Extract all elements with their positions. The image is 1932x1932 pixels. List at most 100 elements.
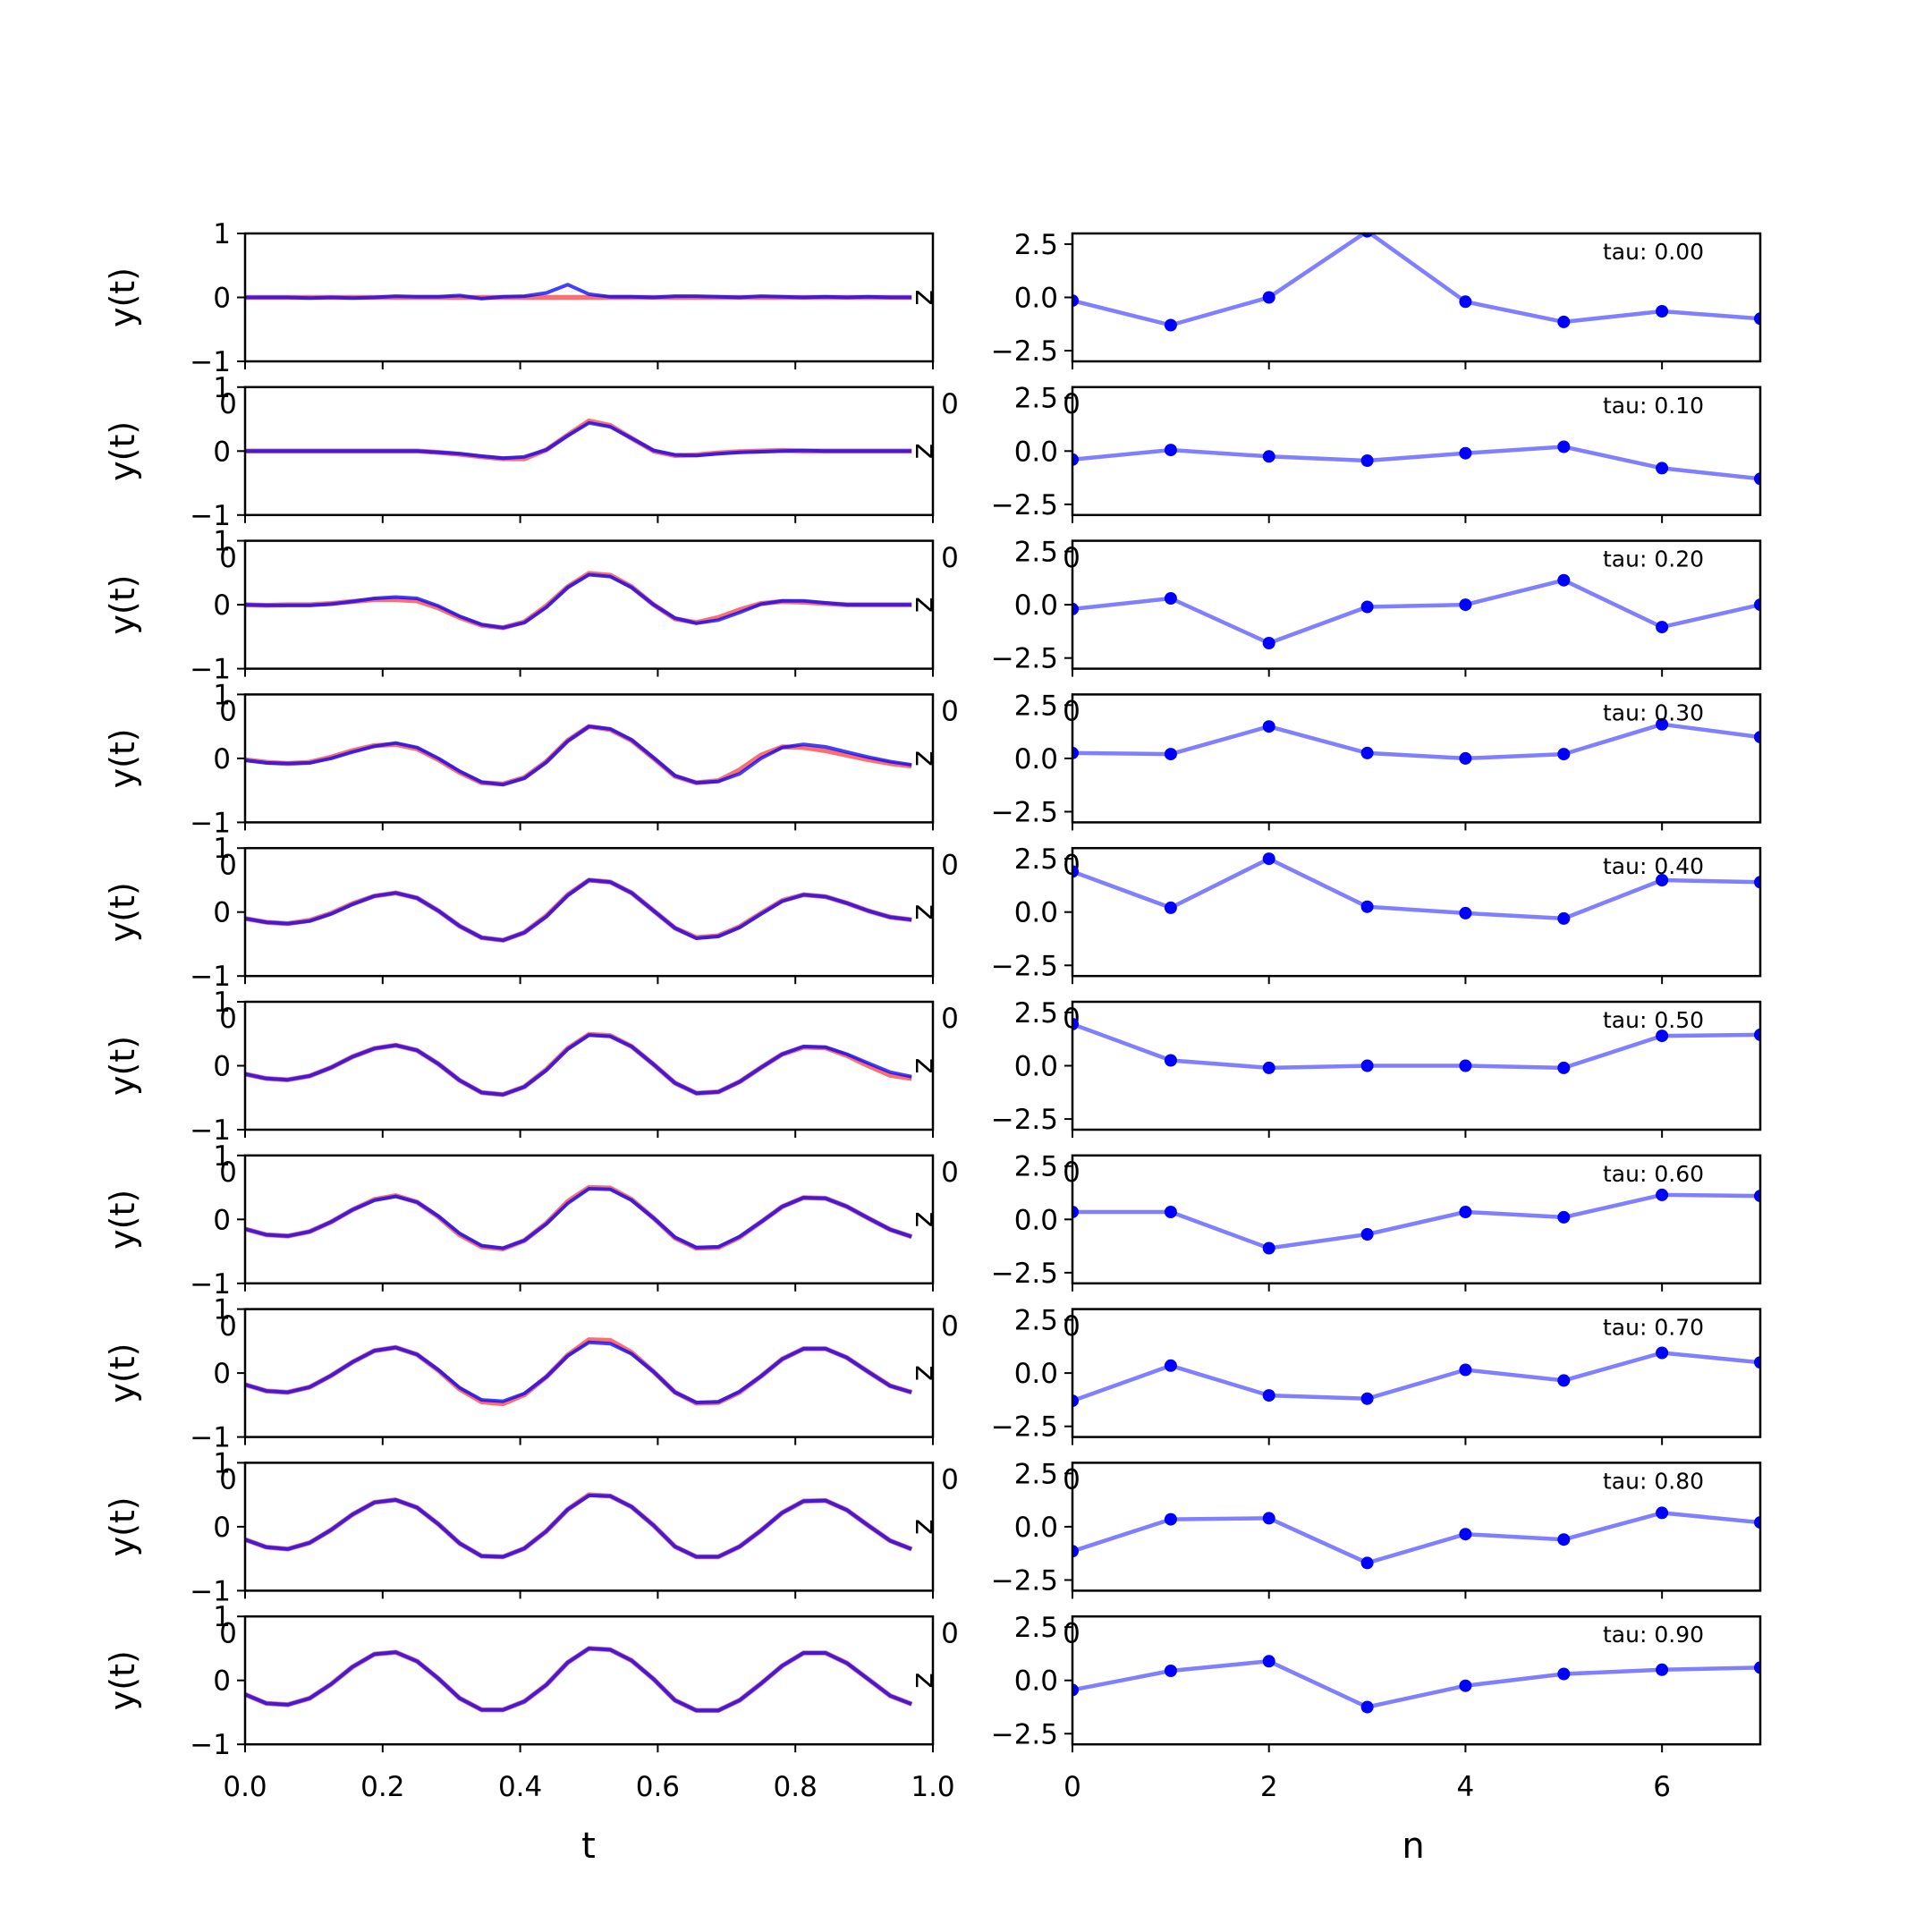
y-tick-label: 0.0 (1014, 1204, 1058, 1236)
y-tick-label: −1 (190, 1114, 231, 1147)
tau-annotation: tau: 0.20 (1603, 547, 1704, 572)
z-side-label: z (908, 904, 944, 920)
y-axis-label: y(t) (103, 1343, 142, 1403)
right-series (1072, 852, 1760, 925)
x-tick-label: 4 (1457, 1771, 1475, 1803)
series-line (1072, 578, 1760, 646)
data-point (1262, 1655, 1275, 1668)
right-x-axis-label: n (1402, 1826, 1424, 1867)
left-x-axis-label: t (581, 1826, 596, 1867)
data-point (1557, 1667, 1571, 1681)
y-axis-label: y(t) (103, 1496, 142, 1556)
data-point (1164, 1359, 1177, 1372)
y-tick-label: −1 (190, 1268, 231, 1301)
data-point (1754, 1516, 1760, 1530)
y-tick-label: 0 (213, 1512, 231, 1544)
y-tick-label: 2.5 (1014, 1305, 1058, 1337)
data-point (1164, 318, 1177, 332)
data-point (1072, 1545, 1079, 1558)
y-tick-label: 0 (213, 589, 231, 622)
data-point (1360, 1556, 1374, 1570)
data-point (1072, 746, 1079, 759)
y-axis-label: y(t) (103, 728, 142, 788)
y-tick-label: −2.5 (991, 796, 1058, 828)
data-point (1360, 900, 1374, 913)
right-series (1072, 440, 1760, 486)
data-point (1164, 1513, 1177, 1526)
data-point (1072, 1394, 1079, 1408)
tau-annotation: tau: 0.80 (1603, 1468, 1704, 1494)
data-point (1656, 874, 1669, 886)
y-axis-label: y(t) (103, 882, 142, 942)
series-line (1072, 856, 1760, 921)
tau-annotation: tau: 0.70 (1603, 1315, 1704, 1341)
data-point (1459, 751, 1472, 765)
series-line (1072, 1351, 1760, 1403)
reconstruction-series-line (244, 1033, 912, 1097)
z-side-label: z (908, 1365, 944, 1381)
data-point (1072, 1206, 1079, 1218)
tau-annotation: tau: 0.30 (1603, 699, 1704, 725)
z-side-label: z (908, 443, 944, 459)
overlapping-tick-label: 0 (219, 1003, 237, 1035)
overlapping-tick-label: 0 (219, 542, 237, 574)
reconstruction-series-line (245, 420, 912, 461)
y-tick-label: 0 (213, 1358, 231, 1390)
data-point (1072, 1683, 1079, 1697)
data-point (1656, 717, 1669, 731)
y-axis-label: y(t) (103, 1036, 142, 1096)
y-tick-label: 0.0 (1014, 743, 1058, 775)
data-point (1262, 1389, 1275, 1402)
x-tick-label: 0.2 (360, 1771, 404, 1803)
data-point (1754, 1190, 1760, 1203)
x-tick-label: 2 (1260, 1771, 1278, 1803)
data-point (1360, 1059, 1374, 1072)
y-tick-label: −1 (190, 346, 231, 378)
y-tick-label: −2.5 (991, 489, 1058, 521)
data-point (1262, 291, 1275, 304)
data-point (1459, 1206, 1472, 1218)
data-point (1072, 453, 1079, 466)
y-tick-label: −2.5 (991, 950, 1058, 982)
y-tick-label: 0.0 (1014, 1512, 1058, 1544)
data-point (1656, 1188, 1669, 1201)
data-point (1072, 865, 1079, 878)
y-tick-label: 2.5 (1014, 1151, 1058, 1183)
y-tick-label: 1 (213, 372, 231, 404)
y-tick-label: 0.0 (1014, 1665, 1058, 1698)
overlapping-tick-label: 0 (219, 849, 237, 881)
y-tick-label: 1 (213, 218, 231, 250)
data-point (1557, 440, 1571, 453)
tau-annotation: tau: 0.90 (1603, 1622, 1704, 1648)
data-point (1656, 1346, 1669, 1360)
right-series (1072, 1655, 1760, 1714)
data-point (1557, 573, 1571, 587)
y-tick-label: −1 (190, 961, 231, 993)
y-tick-label: 1 (213, 987, 231, 1019)
right-series (1072, 573, 1760, 649)
tau-annotation: tau: 0.10 (1603, 393, 1704, 419)
y-tick-label: −2.5 (991, 1104, 1058, 1136)
reconstruction-series-line (244, 1187, 912, 1250)
data-point (1656, 1663, 1669, 1676)
data-point (1360, 1700, 1374, 1714)
y-tick-label: 2.5 (1014, 690, 1058, 722)
y-tick-label: 0 (213, 1051, 231, 1083)
data-point (1459, 446, 1472, 460)
overlapping-tick-label: 0 (941, 388, 959, 420)
y-tick-label: −1 (190, 654, 231, 686)
y-tick-label: −2.5 (991, 1564, 1058, 1597)
y-tick-label: −1 (190, 500, 231, 532)
reconstruction-series-line (244, 724, 912, 787)
overlapping-tick-label: 0 (219, 696, 237, 728)
